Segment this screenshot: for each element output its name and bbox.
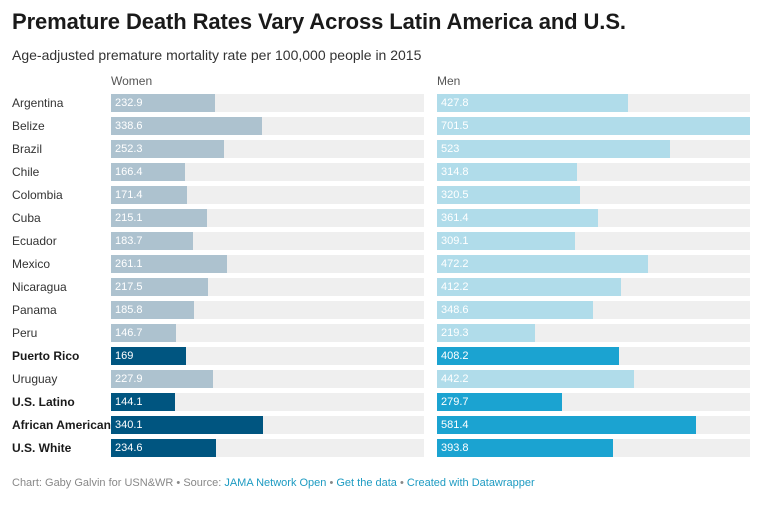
category-label: Belize	[12, 119, 45, 133]
bar-track	[111, 324, 424, 342]
value-label: 279.7	[441, 396, 469, 408]
bar-men	[437, 416, 696, 434]
value-label: 338.6	[115, 120, 143, 132]
bar-women	[111, 301, 194, 319]
category-label: African American	[12, 418, 111, 432]
bar-women	[111, 324, 176, 342]
value-label: 408.2	[441, 350, 469, 362]
value-label: 393.8	[441, 442, 469, 454]
bar-men	[437, 232, 575, 250]
value-label: 219.3	[441, 327, 469, 339]
bar-women	[111, 163, 185, 181]
value-label: 314.8	[441, 166, 469, 178]
bar-women	[111, 232, 193, 250]
bar-track	[111, 163, 424, 181]
bar-men	[437, 209, 598, 227]
chart-footer: Chart: Gaby Galvin for USN&WR • Source: …	[12, 477, 535, 489]
value-label: 472.2	[441, 258, 469, 270]
category-label: Ecuador	[12, 234, 57, 248]
bar-women	[111, 439, 216, 457]
bar-track	[111, 393, 424, 411]
get-data-link[interactable]: Get the data	[336, 477, 397, 489]
footer-credit: Chart: Gaby Galvin for USN&WR • Source:	[12, 477, 225, 489]
bar-women	[111, 347, 186, 365]
value-label: 340.1	[115, 419, 143, 431]
bar-men	[437, 163, 577, 181]
category-label: Mexico	[12, 257, 51, 271]
value-label: 252.3	[115, 143, 143, 155]
panel-label-men: Men	[437, 74, 461, 88]
footer-separator: •	[396, 477, 407, 489]
bar-men	[437, 140, 670, 158]
category-label: Chile	[12, 165, 40, 179]
category-label: U.S. Latino	[12, 395, 75, 409]
bar-women	[111, 278, 208, 296]
category-label: Peru	[12, 326, 38, 340]
bar-men	[437, 278, 621, 296]
value-label: 144.1	[115, 396, 143, 408]
source-link[interactable]: JAMA Network Open	[224, 477, 327, 489]
category-label: Nicaragua	[12, 280, 67, 294]
value-label: 215.1	[115, 212, 143, 224]
panel-label-women: Women	[111, 74, 153, 88]
value-label: 183.7	[115, 235, 143, 247]
value-label: 232.9	[115, 97, 143, 109]
bar-men	[437, 324, 535, 342]
bar-men	[437, 117, 750, 135]
value-label: 701.5	[441, 120, 469, 132]
value-label: 146.7	[115, 327, 143, 339]
value-label: 166.4	[115, 166, 143, 178]
bar-men	[437, 186, 580, 204]
value-label: 523	[441, 143, 460, 155]
footer-separator: •	[326, 477, 337, 489]
bar-men	[437, 255, 648, 273]
value-label: 171.4	[115, 189, 143, 201]
value-label: 412.2	[441, 281, 469, 293]
category-label: Colombia	[12, 188, 63, 202]
bar-women	[111, 140, 224, 158]
bar-men	[437, 370, 634, 388]
value-label: 309.1	[441, 235, 469, 247]
value-label: 185.8	[115, 304, 143, 316]
value-label: 442.2	[441, 373, 469, 385]
chart-title: Premature Death Rates Vary Across Latin …	[12, 9, 626, 34]
category-label: Panama	[12, 303, 57, 317]
bar-women	[111, 370, 213, 388]
bar-women	[111, 94, 215, 112]
category-label: Puerto Rico	[12, 349, 80, 363]
category-label: Argentina	[12, 96, 64, 110]
bar-women	[111, 209, 207, 227]
bar-women	[111, 255, 227, 273]
bar-men	[437, 347, 619, 365]
bar-women	[111, 393, 175, 411]
value-label: 217.5	[115, 281, 143, 293]
value-label: 581.4	[441, 419, 469, 431]
chart-subtitle: Age-adjusted premature mortality rate pe…	[12, 47, 422, 63]
bar-women	[111, 416, 263, 434]
value-label: 320.5	[441, 189, 469, 201]
value-label: 348.6	[441, 304, 469, 316]
datawrapper-link[interactable]: Created with Datawrapper	[406, 477, 535, 489]
category-label: Uruguay	[12, 372, 58, 386]
category-label: Cuba	[12, 211, 41, 225]
bar-track	[111, 347, 424, 365]
category-label: Brazil	[12, 142, 43, 156]
value-label: 169	[115, 350, 134, 362]
value-label: 261.1	[115, 258, 143, 270]
bar-women	[111, 186, 187, 204]
bar-men	[437, 301, 593, 319]
bar-track	[111, 186, 424, 204]
category-label: U.S. White	[12, 441, 72, 455]
value-label: 427.8	[441, 97, 469, 109]
bar-men	[437, 94, 628, 112]
bar-men	[437, 393, 562, 411]
value-label: 227.9	[115, 373, 143, 385]
value-label: 234.6	[115, 442, 143, 454]
bar-women	[111, 117, 262, 135]
bar-men	[437, 439, 613, 457]
value-label: 361.4	[441, 212, 469, 224]
